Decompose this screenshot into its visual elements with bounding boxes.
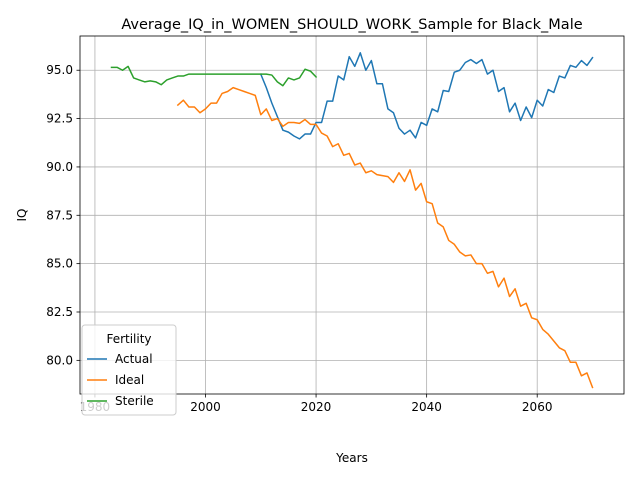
legend-title: Fertility bbox=[106, 332, 151, 346]
chart-title: Average_IQ_in_WOMEN_SHOULD_WORK_Sample f… bbox=[121, 17, 582, 33]
series-line-actual bbox=[259, 52, 594, 140]
x-tick-label: 2040 bbox=[411, 400, 442, 414]
x-tick-label: 2020 bbox=[301, 400, 332, 414]
y-tick-label: 82.5 bbox=[46, 305, 73, 319]
legend-label-ideal: Ideal bbox=[115, 373, 144, 387]
y-axis-title: IQ bbox=[15, 209, 29, 222]
y-tick-label: 87.5 bbox=[46, 208, 73, 222]
series-lines bbox=[110, 52, 594, 389]
y-tick-label: 95.0 bbox=[46, 63, 73, 77]
legend-entries: Actual Ideal Sterile bbox=[87, 352, 154, 408]
series-line-sterile bbox=[110, 65, 318, 87]
x-tick-label: 2060 bbox=[522, 400, 553, 414]
x-axis-title: Years bbox=[335, 451, 368, 465]
y-axis-ticks: 80.0 82.5 85.0 87.5 90.0 92.5 95.0 bbox=[46, 63, 80, 367]
y-tick-label: 80.0 bbox=[46, 353, 73, 367]
y-tick-label: 90.0 bbox=[46, 160, 73, 174]
y-tick-label: 85.0 bbox=[46, 257, 73, 271]
legend-box bbox=[81, 324, 177, 416]
y-tick-label: 92.5 bbox=[46, 112, 73, 126]
legend-label-actual: Actual bbox=[115, 352, 153, 366]
series-line-ideal bbox=[176, 86, 594, 389]
legend: Fertility Actual Ideal Sterile bbox=[81, 324, 177, 416]
legend-label-sterile: Sterile bbox=[115, 394, 154, 408]
x-tick-label: 2000 bbox=[190, 400, 221, 414]
